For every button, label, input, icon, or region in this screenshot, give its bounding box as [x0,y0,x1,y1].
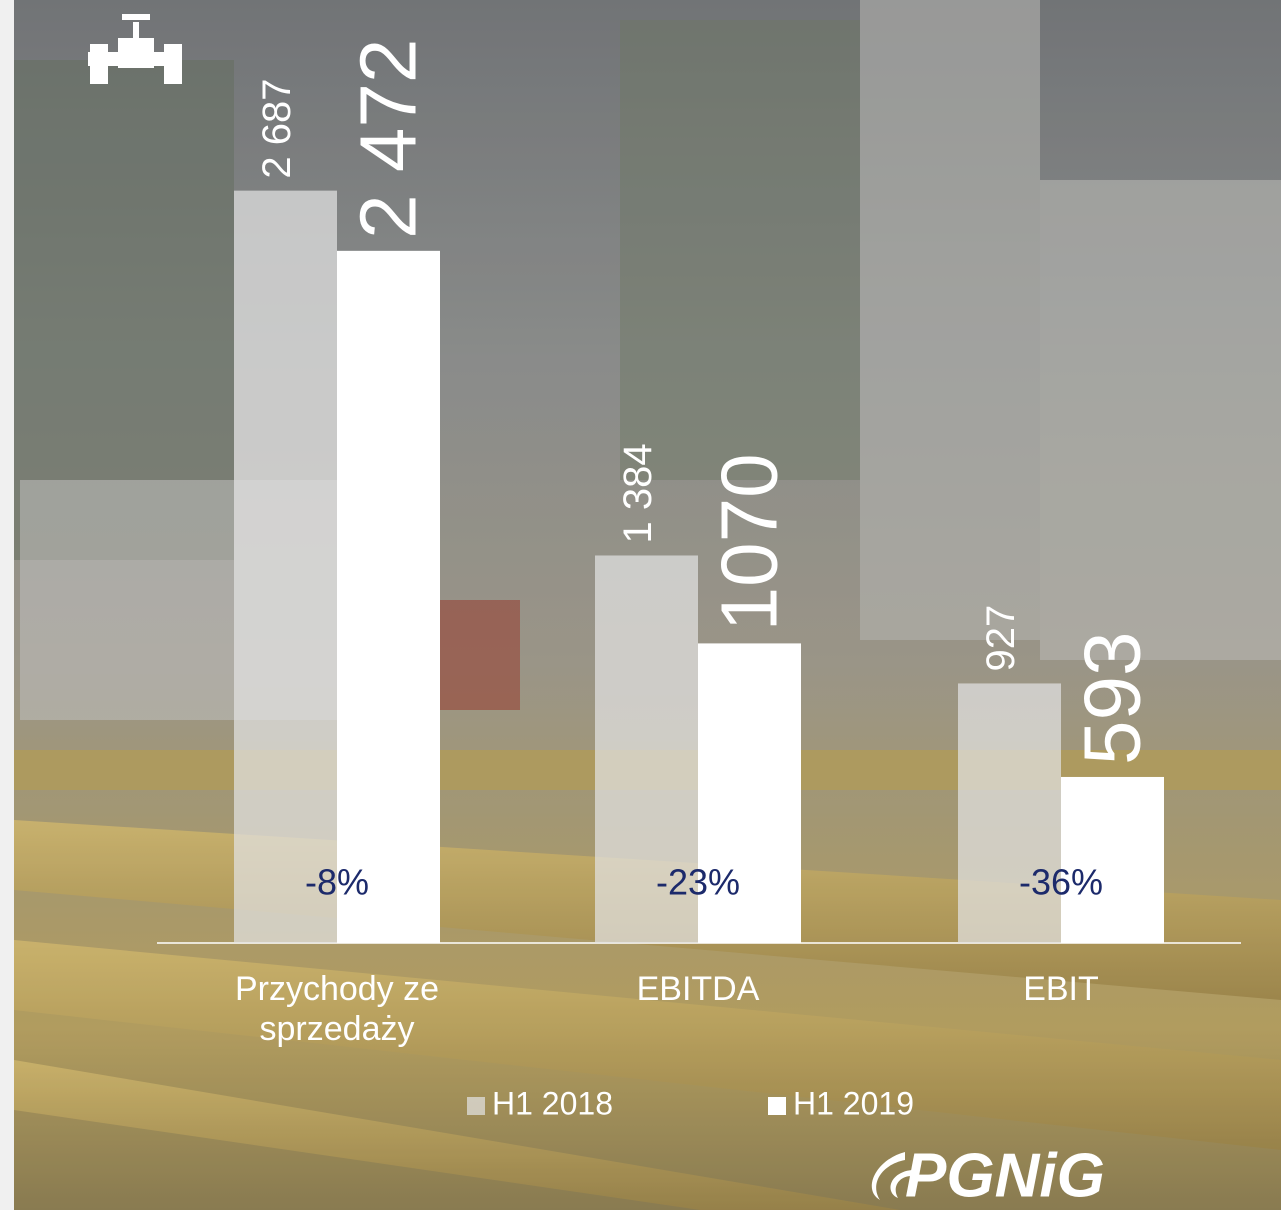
legend-label: H1 2018 [492,1085,613,1121]
category-label: EBIT [911,969,1211,1009]
category-label: Przychody ze sprzedaży [187,969,487,1049]
legend-swatch [768,1097,786,1115]
value-label: 2 472 [344,39,433,239]
value-label: 927 [979,605,1023,672]
bar [234,191,337,943]
logo: PGNiG [872,1141,1105,1210]
legend-swatch [467,1097,485,1115]
value-label: 1070 [705,453,794,631]
value-label: 1 384 [616,443,660,543]
value-label: 2 687 [255,79,299,179]
page: PGNiG 2 687 2 472 -8% 1 384 1070 -23% 927 593 -3… [0,0,1281,1210]
bar [958,683,1061,943]
legend-label: H1 2019 [793,1085,914,1121]
logo-text: PGNiG [905,1141,1105,1210]
category-label: EBITDA [548,969,848,1009]
bar [337,251,440,943]
change-annotation: -8% [305,862,369,903]
change-annotation: -23% [656,862,740,903]
bar [1061,777,1164,943]
value-label: 593 [1068,631,1157,764]
change-annotation: -36% [1019,862,1103,903]
